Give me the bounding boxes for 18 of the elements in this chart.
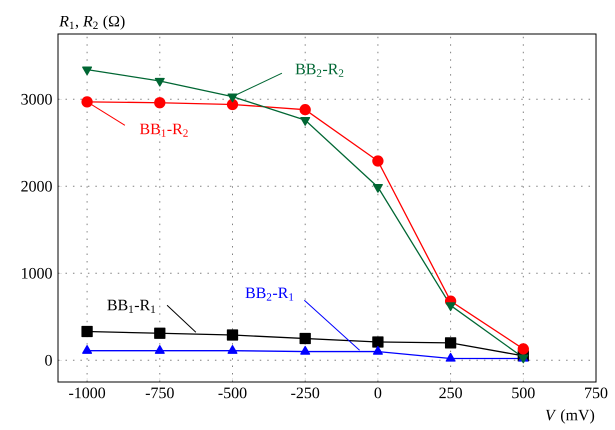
text: BB$_{2}$-R$_{1}$ xyxy=(245,288,294,301)
x-tick-label: 500 xyxy=(512,388,535,398)
x-tick-label: -750 xyxy=(146,388,174,398)
series-label: BB$_{1}$-R$_{1}$ xyxy=(107,300,156,313)
series-label: BB$_{1}$-R$_{2}$ xyxy=(140,124,188,137)
text: BB$_{2}$-R$_{2}$ xyxy=(296,64,344,77)
y-tick-label: 3000 xyxy=(21,94,52,105)
x-axis-title: V (mV) xyxy=(546,409,594,424)
x-tick-label: -500 xyxy=(218,388,246,398)
x-tick-label: 250 xyxy=(439,388,462,398)
y-tick-label: 2000 xyxy=(21,180,52,192)
y-axis-title: R$_{1}$, R$_{2}$ (Ω) xyxy=(59,15,125,30)
x-tick-label: -250 xyxy=(291,388,320,398)
y-tick-label: 0 xyxy=(45,354,52,366)
x-tick-label: 750 xyxy=(585,388,608,398)
x-tick-label: -1000 xyxy=(69,388,106,398)
y-tick-label: 1000 xyxy=(22,268,52,279)
x-tick-label: 0 xyxy=(374,388,382,398)
